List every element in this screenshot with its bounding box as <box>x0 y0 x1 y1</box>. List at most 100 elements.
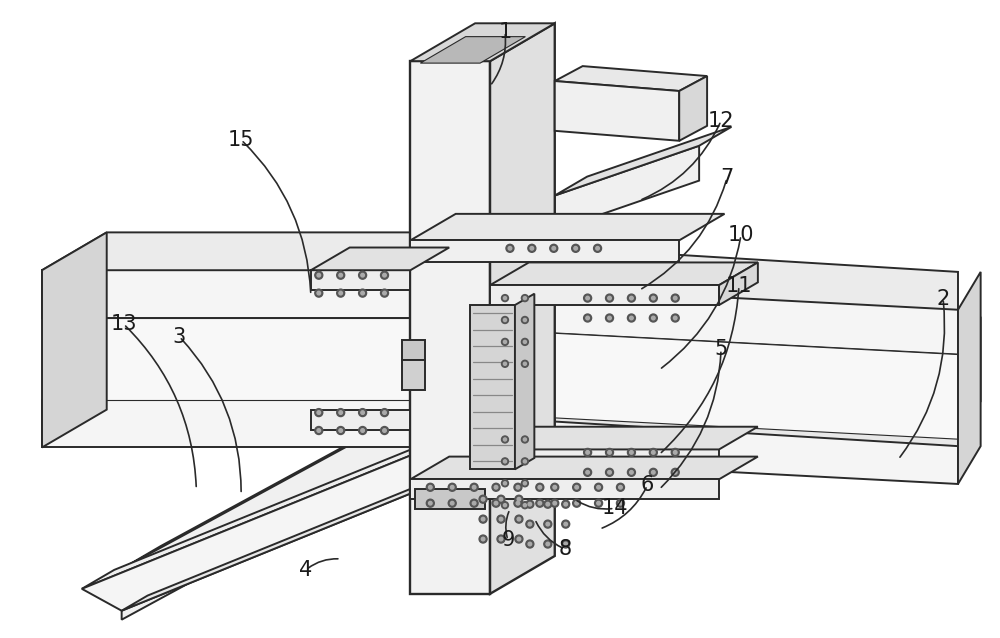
Polygon shape <box>311 271 410 290</box>
Circle shape <box>528 244 536 252</box>
Circle shape <box>649 294 657 302</box>
Circle shape <box>523 460 526 463</box>
Circle shape <box>575 486 578 489</box>
Circle shape <box>503 503 507 507</box>
Circle shape <box>597 501 600 505</box>
Circle shape <box>608 450 611 454</box>
Circle shape <box>574 246 577 250</box>
Polygon shape <box>490 340 515 360</box>
Circle shape <box>652 296 655 300</box>
Circle shape <box>472 486 476 489</box>
Circle shape <box>315 408 323 417</box>
Circle shape <box>586 450 589 454</box>
Circle shape <box>673 471 677 474</box>
Circle shape <box>523 297 526 300</box>
Circle shape <box>317 429 321 433</box>
Circle shape <box>673 450 677 454</box>
Circle shape <box>627 449 635 456</box>
Circle shape <box>536 499 544 507</box>
Circle shape <box>671 468 679 477</box>
Circle shape <box>503 438 507 441</box>
Polygon shape <box>555 127 731 195</box>
Circle shape <box>523 503 526 507</box>
Circle shape <box>383 274 386 277</box>
Text: 14: 14 <box>601 498 628 518</box>
Circle shape <box>337 408 345 417</box>
Circle shape <box>429 486 432 489</box>
Circle shape <box>573 483 581 491</box>
Circle shape <box>595 499 603 507</box>
Text: 3: 3 <box>173 327 186 347</box>
Circle shape <box>649 468 657 477</box>
Circle shape <box>544 520 552 528</box>
Circle shape <box>608 296 611 300</box>
Circle shape <box>517 498 521 501</box>
Polygon shape <box>410 457 758 479</box>
Circle shape <box>619 501 622 505</box>
Polygon shape <box>555 81 679 141</box>
Circle shape <box>584 294 592 302</box>
Circle shape <box>514 483 522 491</box>
Polygon shape <box>122 456 491 611</box>
Circle shape <box>337 289 345 297</box>
Text: 5: 5 <box>714 339 728 359</box>
Polygon shape <box>958 316 981 439</box>
Circle shape <box>339 429 342 433</box>
Circle shape <box>359 271 367 279</box>
Circle shape <box>479 535 487 543</box>
Text: 11: 11 <box>726 276 752 296</box>
Polygon shape <box>490 262 758 285</box>
Circle shape <box>481 537 485 541</box>
Circle shape <box>361 274 364 277</box>
Circle shape <box>450 486 454 489</box>
Circle shape <box>499 517 503 521</box>
Circle shape <box>564 502 568 506</box>
Polygon shape <box>719 262 758 305</box>
Circle shape <box>652 450 655 454</box>
Text: 13: 13 <box>110 314 137 334</box>
Circle shape <box>339 292 342 295</box>
Circle shape <box>608 471 611 474</box>
Circle shape <box>516 486 520 489</box>
Circle shape <box>671 314 679 322</box>
Circle shape <box>429 501 432 505</box>
Circle shape <box>359 289 367 297</box>
Circle shape <box>383 411 386 415</box>
Circle shape <box>470 483 478 491</box>
Circle shape <box>523 362 526 366</box>
Circle shape <box>339 411 342 415</box>
Circle shape <box>552 246 556 250</box>
Polygon shape <box>42 271 410 318</box>
Polygon shape <box>122 372 481 569</box>
Circle shape <box>564 542 568 545</box>
Circle shape <box>606 449 614 456</box>
Circle shape <box>381 427 388 434</box>
Circle shape <box>494 486 498 489</box>
Circle shape <box>630 316 633 320</box>
Circle shape <box>361 429 364 433</box>
Text: 7: 7 <box>720 168 734 188</box>
Circle shape <box>501 338 508 345</box>
Circle shape <box>606 468 614 477</box>
Circle shape <box>608 316 611 320</box>
Text: 4: 4 <box>299 560 312 580</box>
Circle shape <box>501 360 508 367</box>
Circle shape <box>448 499 456 507</box>
Polygon shape <box>555 145 699 230</box>
Polygon shape <box>410 214 725 241</box>
Circle shape <box>546 542 550 545</box>
Circle shape <box>339 274 342 277</box>
Circle shape <box>649 314 657 322</box>
Circle shape <box>584 468 592 477</box>
Circle shape <box>544 540 552 548</box>
Circle shape <box>523 438 526 441</box>
Circle shape <box>619 486 622 489</box>
Polygon shape <box>515 293 534 470</box>
Circle shape <box>573 499 581 507</box>
Circle shape <box>526 540 534 548</box>
Circle shape <box>359 427 367 434</box>
Polygon shape <box>82 431 458 589</box>
Circle shape <box>564 523 568 526</box>
Circle shape <box>501 501 508 508</box>
Polygon shape <box>555 66 707 91</box>
